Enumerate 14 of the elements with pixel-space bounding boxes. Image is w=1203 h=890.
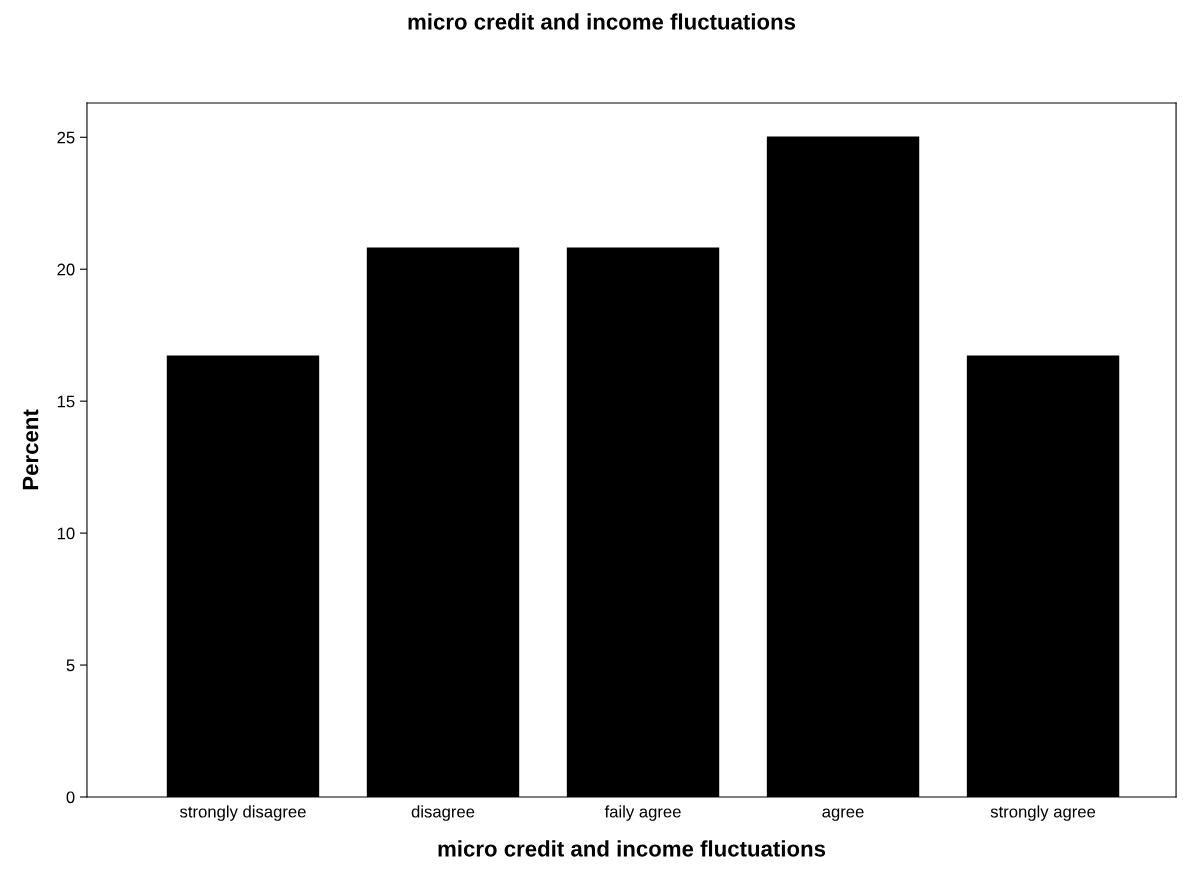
- y-tick-label: 20: [57, 263, 75, 276]
- x-tick-label: faily agree: [604, 805, 681, 821]
- y-tick-label: 15: [57, 395, 75, 408]
- y-tick-label: 10: [57, 527, 75, 540]
- y-tick-label: 25: [57, 131, 75, 144]
- y-tick-label: 0: [66, 791, 75, 804]
- x-tick-label: strongly agree: [990, 805, 1096, 821]
- x-tick-label: disagree: [411, 805, 475, 821]
- y-tick-label: 5: [66, 659, 75, 672]
- x-tick-label: strongly disagree: [180, 805, 306, 821]
- chart-title: micro credit and income fluctuations: [408, 13, 796, 30]
- x-tick-label: agree: [822, 808, 864, 821]
- y-axis-title: Percent: [22, 409, 39, 490]
- x-axis-title: micro credit and income fluctuations: [438, 840, 826, 857]
